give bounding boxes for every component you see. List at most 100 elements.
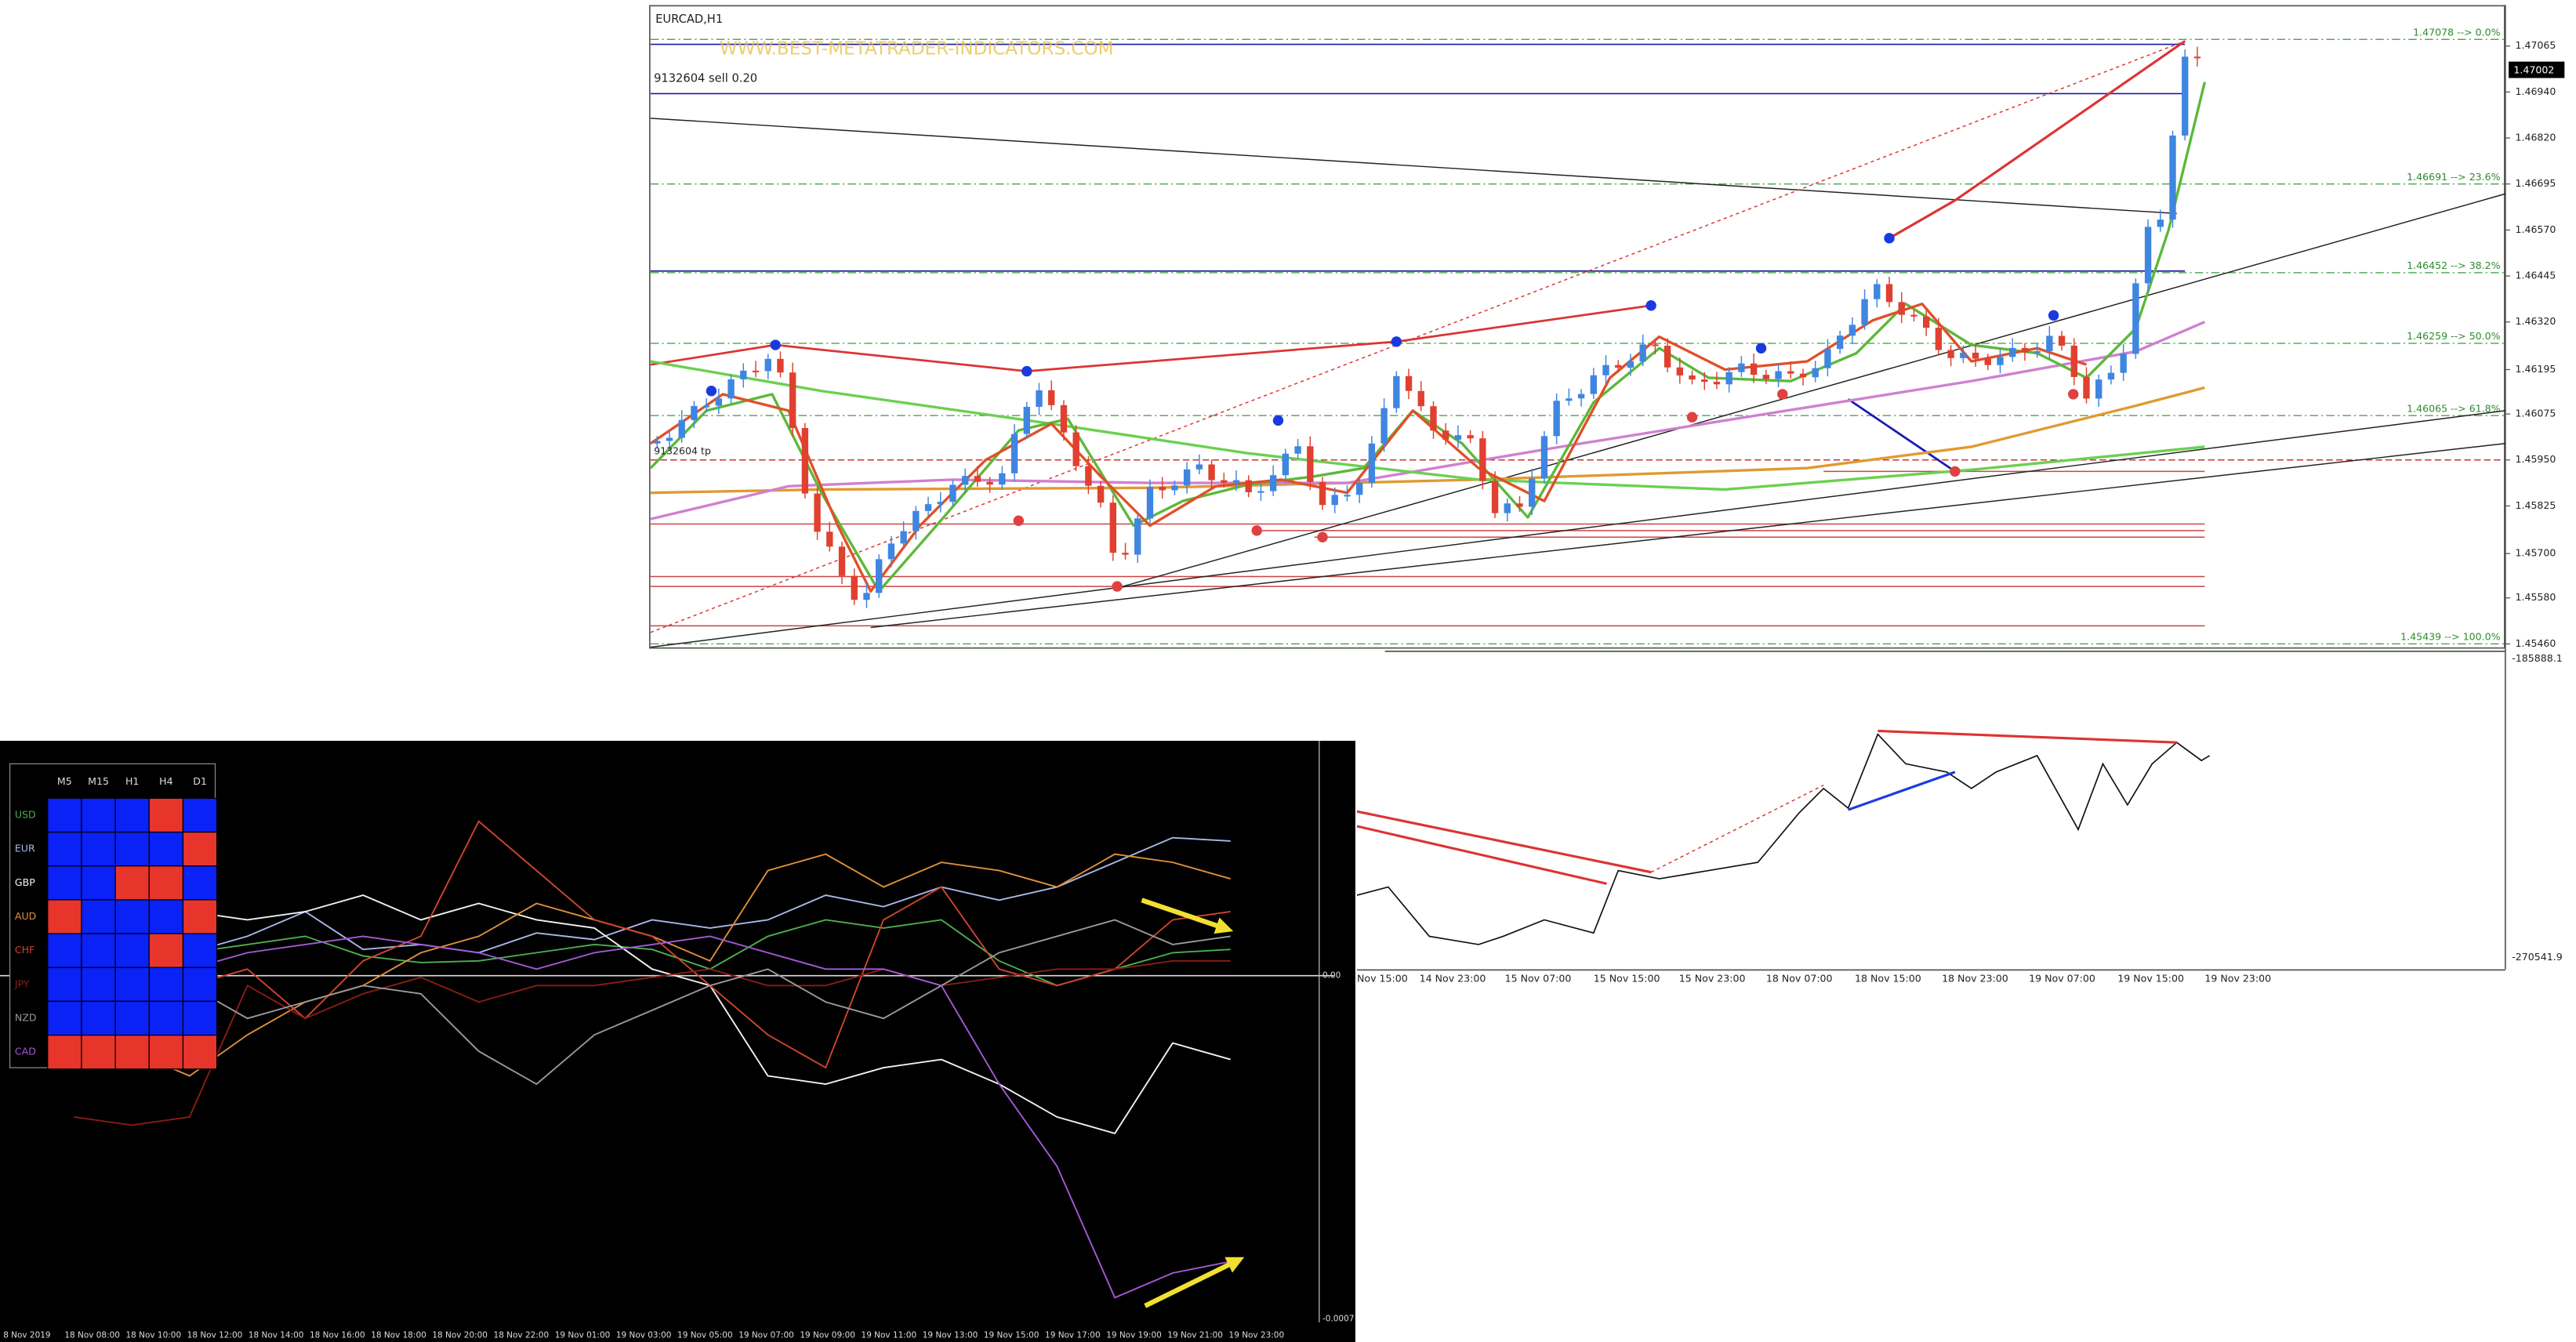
candle-body bbox=[1725, 372, 1732, 385]
price-label: 1.45950 bbox=[2515, 453, 2556, 465]
time-label: 15 Nov 15:00 bbox=[1594, 972, 1660, 984]
candle-body bbox=[715, 398, 723, 406]
strength-cell bbox=[81, 831, 116, 867]
candle-body bbox=[1910, 314, 1917, 317]
candle-body bbox=[801, 428, 809, 494]
candle-body bbox=[1960, 352, 1967, 358]
main-chart-frame bbox=[648, 5, 2505, 649]
panel-time-label: 18 Nov 14:00 bbox=[249, 1331, 304, 1340]
strength-cell bbox=[182, 1000, 218, 1036]
strength-cell bbox=[148, 899, 184, 934]
candle-body bbox=[2008, 347, 2016, 357]
strength-layer: 0.00 -0.0007 M5 M15 H1 H4 D1 USD EUR GBP AUD CHF JPY… bbox=[0, 741, 1354, 1340]
candle-body bbox=[1479, 438, 1486, 481]
fib-label: 1.47078 --> 0.0% bbox=[2413, 26, 2501, 38]
tp-label: 9132604 tp bbox=[654, 445, 711, 457]
strength-cell bbox=[148, 933, 184, 968]
candle-body bbox=[1664, 346, 1671, 368]
swing-marker bbox=[1013, 515, 1025, 526]
swing-marker bbox=[1391, 336, 1402, 347]
arrow-head bbox=[1225, 1257, 1245, 1273]
candle-body bbox=[1294, 446, 1301, 454]
candle-body bbox=[1750, 363, 1758, 375]
candle-body bbox=[2058, 336, 2066, 346]
candle-body bbox=[691, 405, 698, 420]
strength-cell bbox=[47, 797, 82, 833]
candle-body bbox=[1812, 368, 1819, 378]
trend-line bbox=[870, 443, 2505, 629]
candle-body bbox=[974, 476, 981, 482]
candle-body bbox=[1060, 404, 1068, 433]
strength-cell bbox=[114, 967, 150, 1003]
candle-body bbox=[1417, 390, 1424, 407]
candle-body bbox=[1861, 299, 1868, 325]
strength-line bbox=[73, 919, 1231, 1086]
oscillator-axis-label: -270541.9 bbox=[2512, 951, 2562, 963]
swing-marker bbox=[1317, 531, 1328, 542]
candle-body bbox=[1947, 350, 1954, 358]
panel-time-label: 18 Nov 08:00 bbox=[64, 1331, 120, 1340]
price-label: 1.46075 bbox=[2515, 408, 2556, 419]
order-label: 9132604 sell 0.20 bbox=[654, 72, 757, 85]
time-label: 19 Nov 15:00 bbox=[2117, 972, 2184, 984]
swing-marker bbox=[770, 339, 781, 350]
strength-cell bbox=[81, 933, 116, 968]
strength-panel bbox=[0, 741, 1355, 1342]
strength-cell bbox=[114, 933, 150, 968]
time-label: 14 Nov 23:00 bbox=[1420, 972, 1486, 984]
strength-cell bbox=[114, 865, 150, 901]
candle-body bbox=[1689, 375, 1696, 380]
strength-cell bbox=[148, 1034, 184, 1070]
fib-label: 1.46452 --> 38.2% bbox=[2407, 259, 2501, 271]
candle-body bbox=[1540, 436, 1548, 479]
strength-cell bbox=[148, 967, 184, 1003]
currency-label: JPY bbox=[14, 977, 30, 989]
candle-body bbox=[1566, 398, 1573, 401]
candle-body bbox=[1491, 481, 1499, 513]
strength-cell bbox=[47, 933, 82, 968]
time-label: 18 Nov 07:00 bbox=[1766, 972, 1833, 984]
strength-line bbox=[73, 820, 1231, 1069]
moving-average bbox=[650, 386, 2205, 495]
panel-time-label: 19 Nov 21:00 bbox=[1167, 1331, 1223, 1340]
currency-label: GBP bbox=[15, 876, 35, 888]
price-label: 1.46320 bbox=[2515, 315, 2556, 327]
strength-cell bbox=[114, 1000, 150, 1036]
strength-cell bbox=[114, 797, 150, 833]
candle-body bbox=[1183, 469, 1191, 486]
candle-body bbox=[1799, 373, 1807, 378]
candle-body bbox=[1898, 302, 1905, 315]
timeframe-header: D1 bbox=[193, 775, 207, 787]
trend-line bbox=[650, 118, 2177, 215]
candle-body bbox=[2193, 56, 2201, 59]
timeframe-header: M5 bbox=[57, 775, 72, 787]
candle-body bbox=[1023, 407, 1030, 434]
candle-body bbox=[1984, 358, 1991, 365]
panel-time-label: 18 Nov 12:00 bbox=[187, 1331, 243, 1340]
candle-body bbox=[2034, 350, 2041, 354]
candle-body bbox=[1146, 487, 1154, 519]
candle-body bbox=[1467, 435, 1474, 439]
zigzag bbox=[1847, 398, 1956, 473]
candle-body bbox=[654, 441, 661, 444]
candle-body bbox=[2169, 135, 2176, 220]
time-label: 18 Nov 15:00 bbox=[1855, 972, 1921, 984]
candle-body bbox=[1602, 365, 1609, 375]
candle-body bbox=[1775, 371, 1782, 379]
divergence-line bbox=[1356, 825, 1607, 885]
timeframe-header: H1 bbox=[125, 775, 139, 787]
candle-body bbox=[1935, 328, 1943, 350]
candle-body bbox=[789, 372, 796, 429]
strength-cell bbox=[47, 899, 82, 934]
candle-body bbox=[1922, 316, 1930, 328]
panel-time-label: 19 Nov 13:00 bbox=[923, 1331, 978, 1340]
candle-body bbox=[1849, 325, 1856, 336]
strength-cell bbox=[148, 1000, 184, 1036]
price-label: 1.46445 bbox=[2515, 270, 2556, 281]
strength-cell bbox=[81, 899, 116, 934]
candle-body bbox=[1134, 518, 1141, 555]
panel-time-label: 19 Nov 11:00 bbox=[862, 1331, 917, 1340]
moving-average bbox=[650, 321, 2206, 520]
strength-cell bbox=[114, 899, 150, 934]
candle-body bbox=[2120, 354, 2127, 373]
